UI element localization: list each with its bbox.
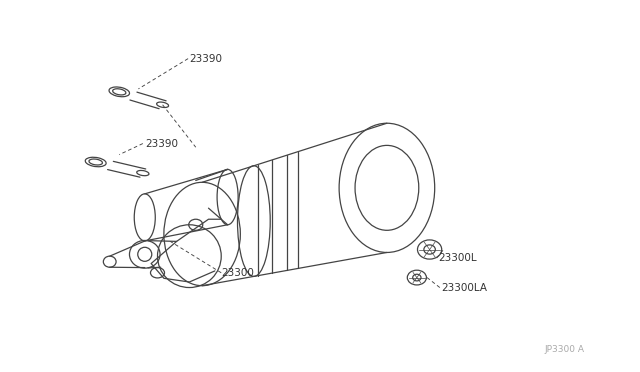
Text: 23390: 23390 xyxy=(189,54,222,64)
Text: 23300L: 23300L xyxy=(438,253,477,263)
Text: 23300LA: 23300LA xyxy=(441,283,487,292)
Text: 23300: 23300 xyxy=(221,268,254,278)
Text: JP3300 A: JP3300 A xyxy=(545,345,584,354)
Text: 23390: 23390 xyxy=(145,138,178,148)
